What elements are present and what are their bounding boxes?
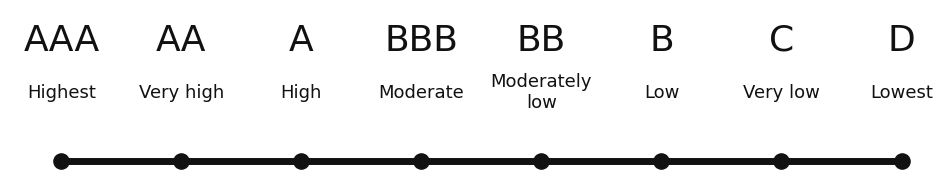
- Text: D: D: [887, 24, 916, 58]
- Text: High: High: [280, 83, 322, 102]
- Text: AA: AA: [156, 24, 207, 58]
- Text: Lowest: Lowest: [870, 83, 933, 102]
- Text: AAA: AAA: [24, 24, 99, 58]
- Point: [534, 159, 549, 162]
- Text: BB: BB: [516, 24, 566, 58]
- Text: Very high: Very high: [139, 83, 224, 102]
- Text: Very low: Very low: [743, 83, 820, 102]
- Text: Moderate: Moderate: [379, 83, 464, 102]
- Text: C: C: [768, 24, 794, 58]
- Point: [774, 159, 789, 162]
- Text: Highest: Highest: [27, 83, 95, 102]
- Point: [413, 159, 429, 162]
- Text: B: B: [649, 24, 674, 58]
- Point: [654, 159, 669, 162]
- Point: [54, 159, 69, 162]
- Text: BBB: BBB: [384, 24, 459, 58]
- Text: Low: Low: [644, 83, 679, 102]
- Point: [174, 159, 189, 162]
- Text: A: A: [289, 24, 313, 58]
- Text: Moderately
low: Moderately low: [491, 73, 592, 112]
- Point: [894, 159, 909, 162]
- Point: [294, 159, 309, 162]
